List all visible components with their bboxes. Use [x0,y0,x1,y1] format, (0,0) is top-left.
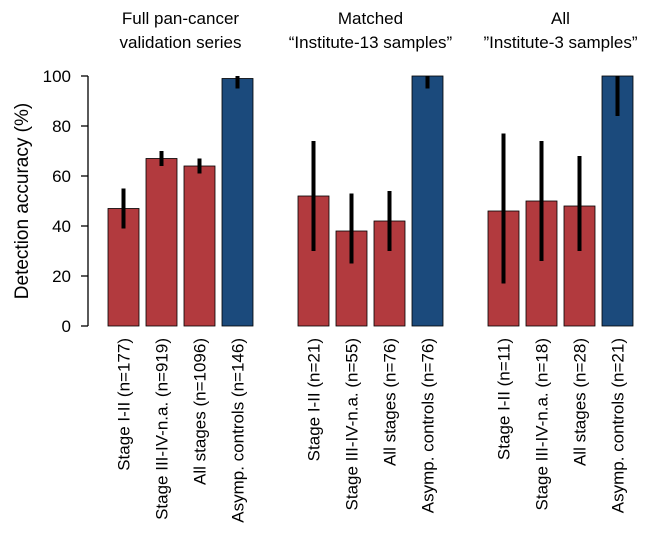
y-tick-label: 40 [52,217,71,236]
panel-title: Full pan-cancer [122,9,240,28]
bar [601,75,634,327]
panel-title: All [551,9,570,28]
x-tick-label: Stage III-IV-n.a. (n=55) [343,338,362,510]
y-axis-label: Detection accuracy (%) [12,103,33,299]
x-tick-label: Stage III-IV-n.a. (n=919) [153,338,172,520]
panel-title: validation series [120,33,242,52]
y-tick-label: 100 [43,67,71,86]
x-tick-label: All stages (n=76) [381,338,400,466]
y-tick-label: 20 [52,267,71,286]
x-tick-label: Stage III-IV-n.a. (n=18) [533,338,552,510]
x-tick-label: Stage I-II (n=21) [305,338,324,461]
panel-title: Matched [338,9,403,28]
panel-title: “Institute-13 samples” [289,33,453,52]
x-tick-label: Asymp. controls (n=21) [609,338,628,513]
x-tick-label: All stages (n=28) [571,338,590,466]
panel-title: ”Institute-3 samples” [484,33,638,52]
y-tick-label: 60 [52,167,71,186]
y-tick-label: 0 [62,317,71,336]
x-tick-label: Asymp. controls (n=76) [419,338,438,513]
bar [411,75,444,327]
bar [221,78,254,327]
x-tick-label: All stages (n=1096) [191,338,210,485]
bar [145,158,178,327]
y-tick-label: 80 [52,117,71,136]
bar [183,165,216,327]
x-tick-label: Stage I-II (n=11) [495,338,514,460]
x-tick-label: Asymp. controls (n=146) [229,338,248,523]
x-tick-label: Stage I-II (n=177) [115,338,134,471]
